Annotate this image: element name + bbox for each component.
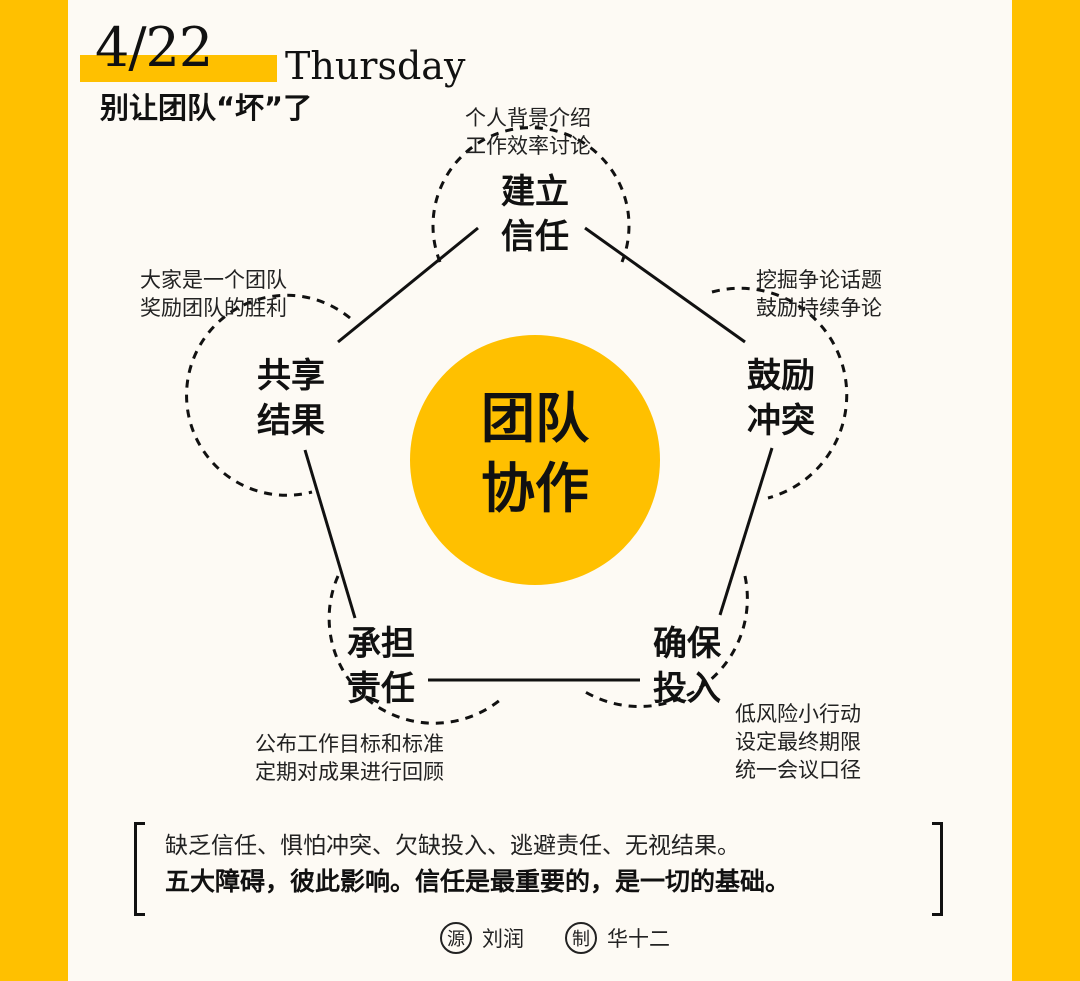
summary-bracket-right	[932, 822, 943, 916]
node-encourage-conflict: 鼓励 冲突	[726, 354, 836, 444]
node-label-line1: 确保	[653, 624, 721, 664]
maker-name: 华十二	[607, 927, 670, 951]
note-item: 大家是一个团队	[140, 268, 287, 292]
node-build-trust: 建立 信任	[480, 170, 590, 260]
note-ensure-commitment: 低风险小行动 设定最终期限 统一会议口径	[735, 700, 861, 784]
source-name: 刘润	[482, 927, 524, 951]
date: 4/22	[95, 16, 213, 79]
note-item: 定期对成果进行回顾	[255, 760, 444, 784]
edge-results-trust	[337, 226, 479, 344]
node-share-results: 共享 结果	[236, 354, 346, 444]
edge-trust-conflict	[584, 226, 746, 344]
note-item: 工作效率讨论	[465, 134, 591, 158]
note-encourage-conflict: 挖掘争论话题 鼓励持续争论	[756, 266, 882, 322]
summary-line-2: 五大障碍，彼此影响。信任是最重要的，是一切的基础。	[165, 867, 791, 896]
note-item: 低风险小行动	[735, 702, 861, 726]
note-take-accountability: 公布工作目标和标准 定期对成果进行回顾	[255, 730, 444, 786]
note-share-results: 大家是一个团队 奖励团队的胜利	[140, 266, 287, 322]
summary-line-1: 缺乏信任、惧怕冲突、欠缺投入、逃避责任、无视结果。	[165, 833, 740, 859]
node-ensure-commitment: 确保 投入	[632, 622, 742, 712]
maker-mark: 制	[565, 922, 597, 954]
credit-source: 源 刘润	[440, 922, 524, 954]
dashed-arc-conflict	[711, 286, 849, 500]
node-take-accountability: 承担 责任	[326, 622, 436, 712]
node-label-line2: 责任	[347, 669, 415, 709]
dashed-arc-results	[185, 293, 351, 497]
node-label-line2: 信任	[501, 217, 569, 257]
note-item: 个人背景介绍	[465, 106, 591, 130]
note-item: 挖掘争论话题	[756, 268, 882, 292]
dashed-arc-commitment	[581, 575, 749, 708]
note-item: 设定最终期限	[735, 730, 861, 754]
node-label-line2: 投入	[653, 669, 721, 709]
date-highlight-bar	[80, 55, 277, 82]
node-label-line2: 结果	[257, 401, 325, 441]
node-label-line1: 建立	[501, 172, 569, 212]
center-circle	[410, 335, 660, 585]
dashed-arc-accountability	[327, 575, 501, 725]
source-mark: 源	[440, 922, 472, 954]
summary-bracket-left	[134, 822, 145, 916]
edge-accountability-results	[303, 449, 357, 619]
note-item: 公布工作目标和标准	[255, 732, 444, 756]
edge-conflict-commitment	[718, 447, 774, 616]
note-item: 奖励团队的胜利	[140, 296, 287, 320]
note-item: 鼓励持续争论	[756, 296, 882, 320]
weekday: Thursday	[285, 44, 466, 88]
credit-maker: 制 华十二	[565, 922, 670, 954]
note-build-trust: 个人背景介绍 工作效率讨论	[465, 104, 591, 160]
node-label-line2: 冲突	[747, 401, 815, 441]
center-label-line2: 协作	[481, 456, 589, 520]
node-label-line1: 承担	[347, 624, 415, 664]
node-label-line1: 鼓励	[747, 356, 815, 396]
page-subtitle: 别让团队“坏”了	[100, 91, 313, 125]
summary: 缺乏信任、惧怕冲突、欠缺投入、逃避责任、无视结果。 五大障碍，彼此影响。信任是最…	[165, 828, 790, 900]
node-label-line1: 共享	[257, 356, 325, 396]
note-item: 统一会议口径	[735, 758, 861, 782]
center-label-line1: 团队	[481, 386, 589, 450]
center-label: 团队 协作	[435, 383, 635, 523]
